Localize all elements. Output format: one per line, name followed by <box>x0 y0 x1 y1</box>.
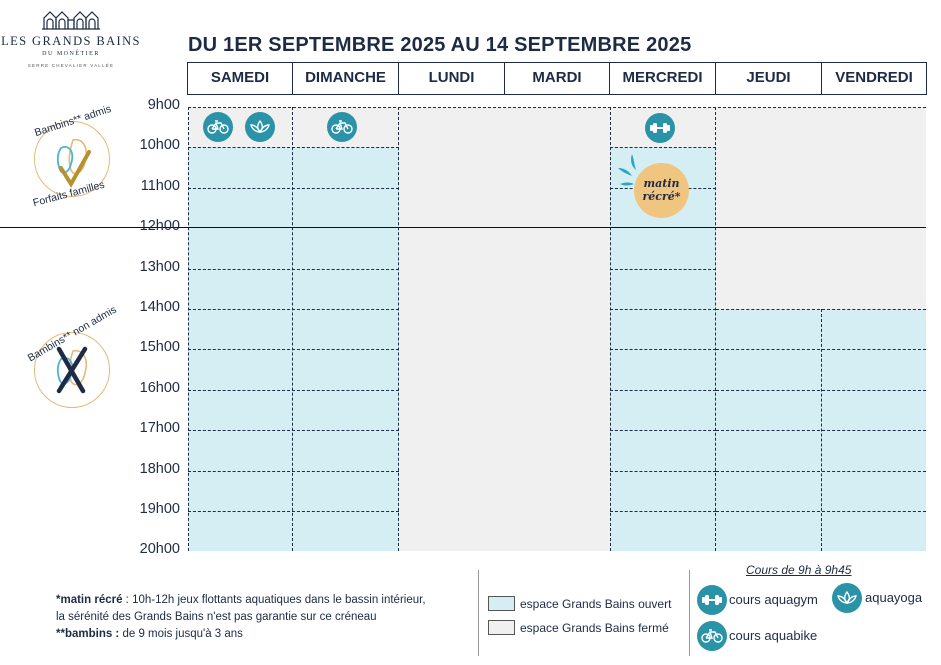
divider <box>689 570 690 656</box>
logo: LES GRANDS BAINS DU MONÊTIER · SERRE CHE… <box>0 10 142 68</box>
hour-grid-line <box>188 389 399 391</box>
hour-grid-line <box>188 147 399 149</box>
header-mardi: MARDI <box>504 62 610 95</box>
aquagym-icon <box>645 113 675 143</box>
recre-text2: la sérénité des Grands Bains n'est pas g… <box>56 611 377 623</box>
aquabike-icon <box>697 621 727 651</box>
hour-label: 9h00 <box>147 97 180 113</box>
hour-grid-line <box>610 511 716 512</box>
hour-grid-line <box>610 309 716 310</box>
hour-label: 14h00 <box>139 299 180 315</box>
hour-grid-line <box>610 147 716 149</box>
legend-open-label: espace Grands Bains ouvert <box>520 597 672 611</box>
legend-closed-label: espace Grands Bains fermé <box>520 621 669 635</box>
hour-label: 13h00 <box>139 258 180 275</box>
matin-recre-badge: matin récré* <box>634 163 689 218</box>
bambins-key: **bambins : <box>56 628 120 640</box>
footnote-recre: *matin récré : 10h-12h jeux flottants aq… <box>56 592 476 626</box>
legend-open-swatch <box>488 596 515 611</box>
hour-grid-line <box>188 511 399 512</box>
noon-divider <box>0 227 926 228</box>
bambins-non-admis-badge <box>34 332 110 408</box>
grid-top-line <box>188 107 926 108</box>
header-jeudi: JEUDI <box>715 62 822 95</box>
hour-grid-line <box>188 430 399 432</box>
recre-key: *matin récré <box>56 594 123 606</box>
recre-line1: matin <box>643 177 680 190</box>
header-mercredi: MERCREDI <box>609 62 716 95</box>
header-samedi: SAMEDI <box>187 62 293 95</box>
grid-line <box>188 107 189 551</box>
header-lundi: LUNDI <box>398 62 505 95</box>
bambins-text: de 9 mois jusqu'à 3 ans <box>119 628 243 640</box>
hour-label: 11h00 <box>140 177 180 194</box>
logo-location: SERRE CHEVALIER VALLÉE <box>27 63 115 68</box>
hour-label: 10h00 <box>139 137 180 154</box>
aquabike-icon <box>327 112 357 142</box>
grid-line <box>821 309 822 551</box>
aquagym-icon <box>697 585 727 615</box>
hour-label: 12h00 <box>139 218 180 235</box>
logo-separator: · <box>70 57 72 63</box>
hour-label: 17h00 <box>139 420 180 437</box>
aquayoga-icon <box>832 583 862 613</box>
hour-label: 20h00 <box>139 541 180 558</box>
cours-title: Cours de 9h à 9h45 <box>746 563 852 577</box>
hour-label: 18h00 <box>139 460 180 477</box>
hour-grid-line <box>188 470 399 472</box>
hour-grid-line <box>610 389 716 391</box>
hour-grid-line <box>610 349 716 351</box>
grid-line <box>715 107 716 551</box>
hour-grid-line <box>188 309 399 310</box>
logo-name: LES GRANDS BAINS <box>1 34 141 48</box>
grid-line <box>292 107 293 551</box>
legend-aquabike-label: cours aquabike <box>729 628 818 643</box>
header-dimanche: DIMANCHE <box>292 62 399 95</box>
hour-label: 19h00 <box>139 501 180 517</box>
grid-line <box>398 107 399 551</box>
recre-text: : 10h-12h jeux flottants aquatiques dans… <box>122 594 426 606</box>
hour-grid-line <box>610 470 716 472</box>
hour-grid-line <box>188 349 399 351</box>
hour-grid-line <box>610 268 716 270</box>
foot-cross-icon <box>56 346 88 394</box>
divider <box>478 570 479 656</box>
recre-line2: récré* <box>642 190 681 203</box>
splash-icon <box>618 154 636 186</box>
grid-line <box>610 107 611 551</box>
header-vendredi: VENDREDI <box>821 62 927 95</box>
open-samedi-dimanche <box>188 147 399 551</box>
building-icon <box>42 11 100 30</box>
legend-aquagym-label: cours aquagym <box>729 592 818 607</box>
footnote-bambins: **bambins : de 9 mois jusqu'à 3 ans <box>56 626 476 643</box>
bambins-admis-badge <box>34 121 110 197</box>
foot-check-icon <box>56 138 91 188</box>
aquayoga-icon <box>245 112 275 142</box>
legend-aquayoga-label: aquayoga <box>865 590 923 605</box>
hour-label: 15h00 <box>139 339 180 356</box>
hour-grid-line <box>188 268 399 270</box>
aquabike-icon <box>203 112 233 142</box>
legend-closed-swatch <box>488 620 515 635</box>
hour-grid-line <box>610 430 716 432</box>
page-title: DU 1ER SEPTEMBRE 2025 AU 14 SEPTEMBRE 20… <box>188 34 692 56</box>
hour-grid-line <box>188 187 399 189</box>
logo-subtitle: DU MONÊTIER <box>42 51 100 57</box>
hour-label: 16h00 <box>139 379 180 396</box>
